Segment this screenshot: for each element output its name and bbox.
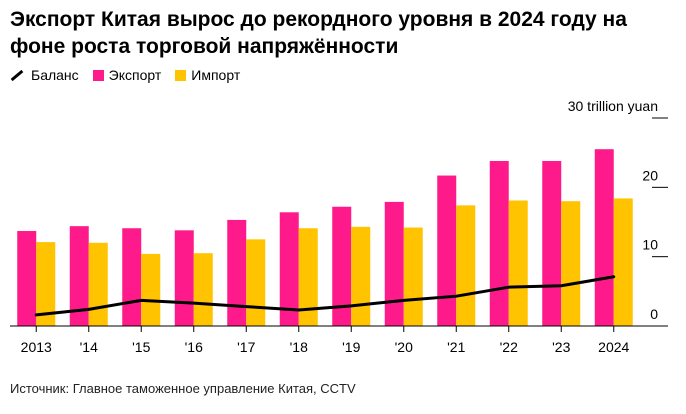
chart-plot: 0 10 20 30 trillion yuan 2013 '14 '15 '16 '17 '18… <box>10 98 668 355</box>
legend-swatch-export <box>92 69 104 81</box>
import-bar <box>88 242 108 326</box>
x-tick-label: 2024 <box>598 339 629 355</box>
y-tick-label: 20 <box>642 167 658 183</box>
import-bar <box>508 200 528 326</box>
balance-line <box>34 275 616 317</box>
import-bar <box>351 226 371 326</box>
import-bar <box>456 205 476 326</box>
export-bar <box>332 206 352 326</box>
x-tick-label: '16 <box>185 339 203 355</box>
y-tick-label: 0 <box>650 306 658 322</box>
legend: Баланс Экспорт Импорт <box>10 66 254 84</box>
import-bar <box>403 227 423 326</box>
x-tick-label: 2013 <box>21 339 52 355</box>
legend-item-import: Импорт <box>175 67 240 83</box>
legend-swatch-balance <box>10 69 24 81</box>
import-bar <box>298 228 318 326</box>
x-tick-label: '23 <box>552 339 570 355</box>
chart-title: Экспорт Китая вырос до рекордного уровня… <box>10 8 627 58</box>
import-bar <box>141 253 161 326</box>
x-tick-label: '22 <box>500 339 518 355</box>
x-tick-label: '18 <box>290 339 308 355</box>
x-tick-label: '19 <box>342 339 360 355</box>
import-bar <box>561 201 581 326</box>
export-bar <box>489 160 509 326</box>
export-bar <box>594 149 614 326</box>
import-bar <box>193 253 213 326</box>
import-bar <box>246 239 266 326</box>
export-bar <box>17 231 37 326</box>
legend-item-balance: Баланс <box>10 67 79 83</box>
export-bar <box>69 226 89 326</box>
export-bar <box>122 228 142 326</box>
x-tick-label: '17 <box>237 339 255 355</box>
x-tick-label: '21 <box>447 339 465 355</box>
export-bar <box>279 212 299 326</box>
legend-swatch-import <box>175 69 187 81</box>
export-bar <box>174 230 194 326</box>
x-tick-label: '15 <box>132 339 150 355</box>
y-tick-label: 30 trillion yuan <box>568 98 658 114</box>
import-bar <box>613 198 633 326</box>
y-tick-label: 10 <box>642 237 658 253</box>
legend-label-export: Экспорт <box>108 67 162 83</box>
export-bar <box>437 175 457 326</box>
x-tick-label: '20 <box>395 339 413 355</box>
export-bar <box>227 219 247 326</box>
x-tick-label: '14 <box>80 339 98 355</box>
export-bar <box>384 201 404 326</box>
legend-item-export: Экспорт <box>92 67 162 83</box>
legend-label-import: Импорт <box>191 67 241 83</box>
export-bar <box>542 160 562 326</box>
legend-label-balance: Баланс <box>31 67 79 83</box>
import-bar <box>36 242 56 326</box>
source-note: Источник: Главное таможенное управление … <box>10 381 356 396</box>
